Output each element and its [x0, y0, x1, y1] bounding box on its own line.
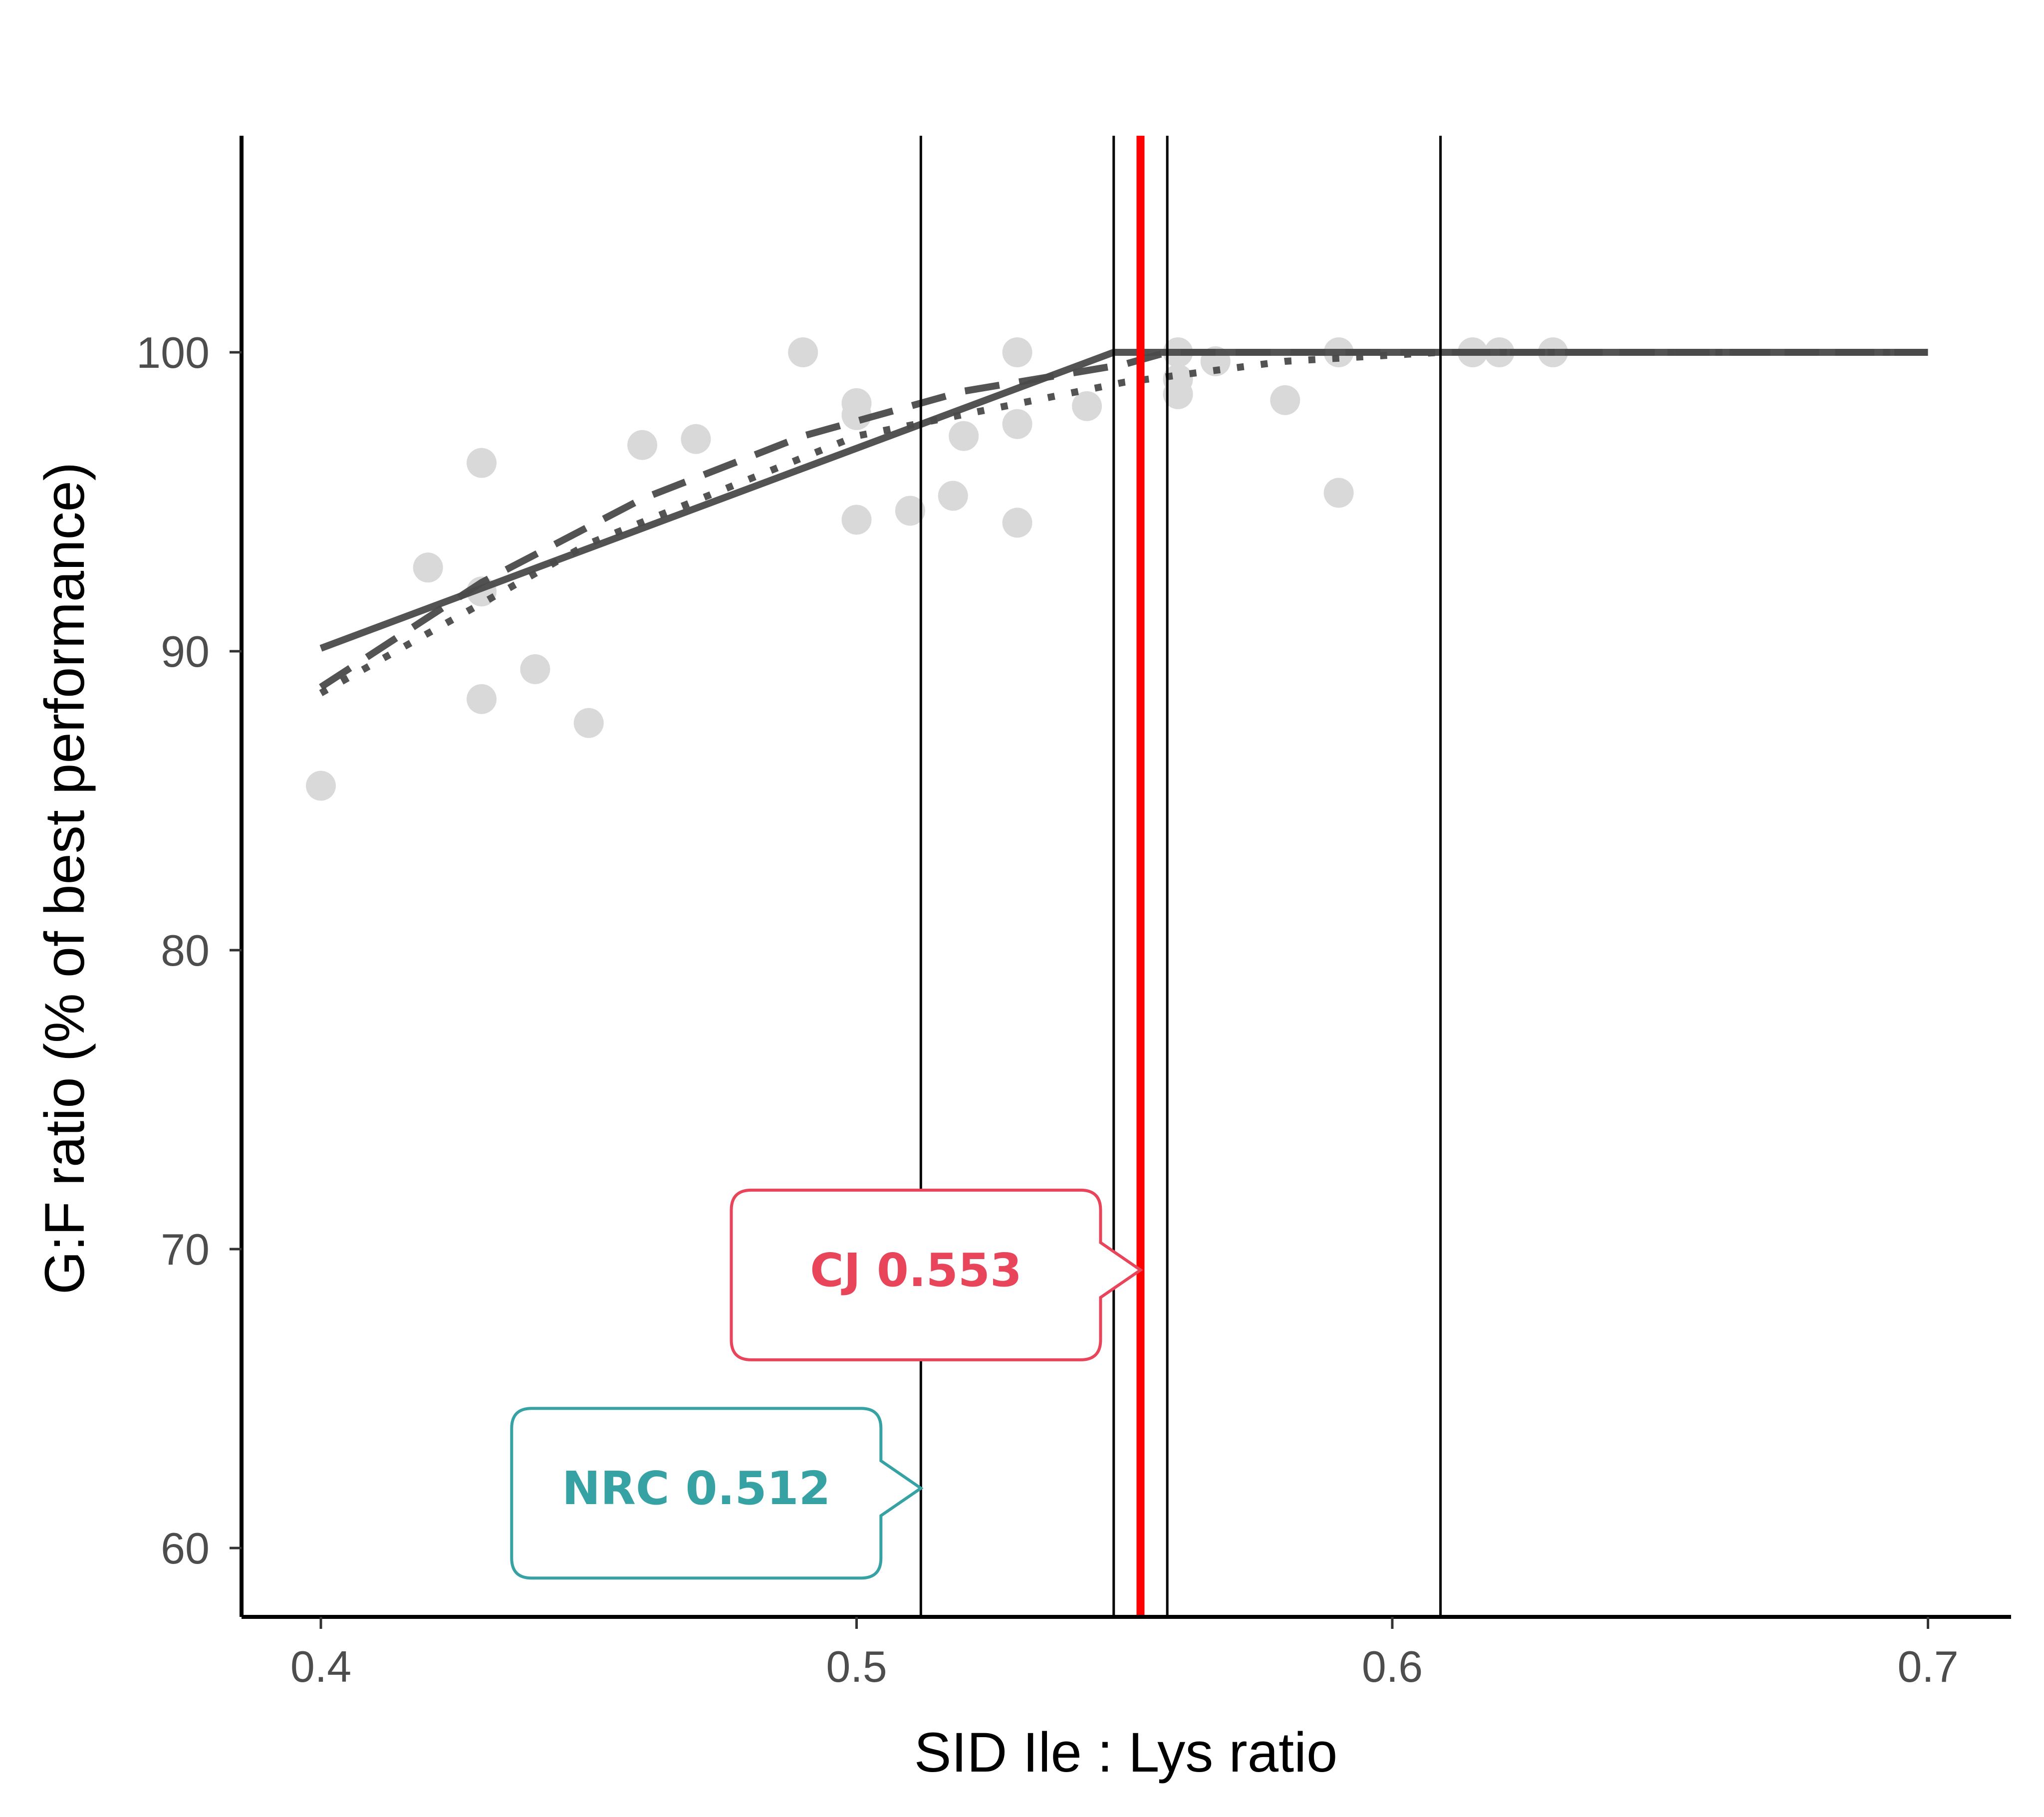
- y-tick-label: 80: [161, 926, 210, 975]
- data-point: [949, 421, 979, 451]
- callout-box: [730, 1188, 1143, 1361]
- data-point: [413, 552, 443, 583]
- fit-lines: [319, 349, 1928, 696]
- x-ticks: 0.4 0.5 0.6 0.7: [290, 1617, 1959, 1691]
- data-point: [573, 708, 604, 738]
- x-axis-title: SID Ile : Lys ratio: [914, 1721, 1338, 1784]
- y-tick-label: 100: [136, 328, 210, 377]
- callouts: CJ 0.553 NRC 0.512: [510, 1188, 1143, 1580]
- callout-box: [510, 1407, 924, 1580]
- x-tick-label: 0.7: [1897, 1642, 1958, 1691]
- data-point: [1323, 478, 1354, 508]
- nrc-callout: NRC 0.512: [510, 1407, 924, 1580]
- fit-line-dotted: [319, 349, 1928, 696]
- y-axis-title: G:F ratio (% of best performance): [33, 462, 96, 1295]
- data-points: [306, 337, 1568, 801]
- callout-label: CJ 0.553: [810, 1244, 1022, 1297]
- x-tick-label: 0.6: [1362, 1642, 1423, 1691]
- cj-callout: CJ 0.553: [730, 1188, 1143, 1361]
- y-ticks: 60 70 80 90 100: [136, 328, 242, 1573]
- y-tick-label: 90: [161, 627, 210, 676]
- callout-label: NRC 0.512: [562, 1462, 830, 1515]
- data-point: [467, 684, 497, 714]
- axes: [240, 136, 2011, 1619]
- y-tick-label: 70: [161, 1225, 210, 1274]
- data-point: [306, 771, 336, 801]
- data-point: [1002, 508, 1032, 538]
- data-point: [627, 430, 658, 460]
- data-point: [938, 481, 968, 511]
- fit-line-solid: [319, 349, 1928, 652]
- data-point: [520, 654, 550, 684]
- x-tick-label: 0.5: [826, 1642, 887, 1691]
- data-point: [1072, 391, 1102, 421]
- breakpoint-lines: [919, 136, 1442, 1617]
- fit-line-dashed: [319, 349, 1928, 690]
- data-point: [895, 496, 925, 526]
- data-point: [841, 505, 872, 535]
- data-point: [1270, 385, 1300, 415]
- data-point: [467, 448, 497, 478]
- data-point: [1163, 379, 1193, 409]
- x-tick-label: 0.4: [290, 1642, 351, 1691]
- data-point: [788, 337, 818, 367]
- data-point: [1002, 409, 1032, 439]
- data-point: [681, 424, 711, 454]
- data-point: [1002, 337, 1032, 367]
- y-tick-label: 60: [161, 1524, 210, 1573]
